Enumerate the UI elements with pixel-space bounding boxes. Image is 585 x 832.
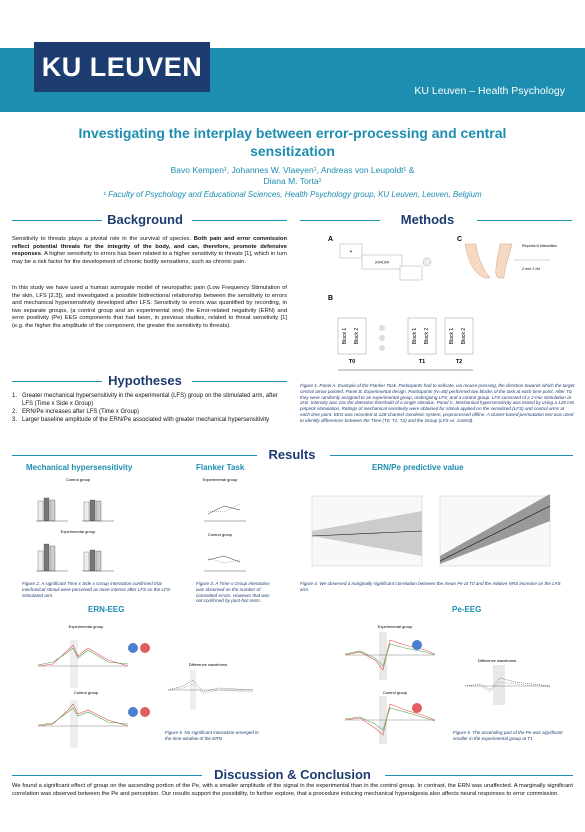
pinprick-text: Pinprick 8 intensities [522, 244, 557, 248]
discussion-rule-right [385, 775, 573, 776]
hypothesis-item: 3. Larger baseline amplitude of the ERN/P… [12, 417, 270, 423]
authors: Bavo Kempen¹, Johannes W. Vlaeyen¹, Andr… [60, 165, 525, 187]
pe-group-label: Experimental group [378, 624, 413, 629]
bg-p1-post: . A higher sensitivity to errors has bee… [12, 251, 287, 265]
hypotheses-list: 1. Greater mechanical hypersensitivity in… [12, 392, 287, 424]
mech-group-label: Experimental group [61, 529, 96, 534]
panel-a-label: A [328, 236, 333, 243]
figure-3-caption: Figure 3. A Time x Group interaction was… [196, 581, 270, 604]
flanker-sequence: + >><>> [339, 243, 432, 281]
discussion-title: Discussion & Conclusion [214, 767, 371, 782]
background-rule-right [192, 220, 287, 221]
flanker-plots: Experimental group Control group [203, 477, 246, 572]
scatter-right [439, 494, 551, 567]
top-bar [0, 0, 585, 48]
figure-5-caption-pe: Figure 5. The ascending part of the Pe w… [453, 730, 563, 741]
pe-difference-label: Difference waveforms [478, 658, 517, 663]
background-rule-left [12, 220, 102, 221]
ern-bottom-panel: Control group [37, 690, 150, 748]
hypothesis-text: ERN/Pe increases after LFS (Time x Group… [22, 409, 140, 415]
unit-name: KU Leuven – Health Psychology [414, 85, 565, 97]
background-paragraph-1: Sensitivity to threats plays a pivotal r… [12, 236, 287, 266]
hypothesis-text: Larger baseline amplitude of the ERN/Pe … [22, 417, 270, 423]
block-label: Block 1 [412, 328, 418, 345]
figure-4-caption: Figure 4. We observed a marginally signi… [300, 581, 561, 592]
mech-bar-charts: Control group Experimental group [36, 477, 114, 572]
figure-2-caption: Figure 2. A significant Time x Side x Gr… [22, 581, 172, 598]
panel-c-label: C [457, 236, 462, 243]
mech-chart-control [36, 497, 114, 522]
pe-group-label: Control group [383, 690, 408, 695]
hypotheses-rule-left [12, 381, 102, 382]
hypothesis-text: Greater mechanical hypersensitivity in t… [22, 393, 278, 407]
affiliation: ¹ Faculty of Psychology and Educational … [103, 190, 482, 199]
mech-chart-experimental [36, 543, 114, 572]
pe-bottom-panel: Control group [344, 690, 436, 744]
ern-difference-panel: Difference waveforms [167, 662, 254, 710]
time-label: T1 [419, 359, 425, 365]
ern-eeg-title: ERN-EEG [88, 605, 125, 614]
svg-text:+: + [350, 249, 353, 255]
pe-top-panel: Experimental group [344, 624, 436, 680]
authors-line-2: Diana M. Torta¹ [263, 176, 322, 186]
methods-title: Methods [400, 212, 455, 227]
flanker-title: Flanker Task [196, 463, 245, 472]
figure-1-caption: Figure 1. Panel A. Example of the Flanke… [300, 383, 575, 423]
bg-p1-pre: Sensitivity to threats plays a pivotal r… [12, 236, 194, 242]
erpe-scatter-plots [311, 494, 551, 567]
flanker-group-label: Experimental group [203, 477, 238, 482]
scatter-left [311, 495, 423, 567]
methods-rule-left [300, 220, 380, 221]
results-rule-left [12, 455, 257, 456]
block-label: Block 2 [461, 328, 467, 345]
ern-eeg-figure: Experimental group Control group Differe… [37, 624, 254, 748]
authors-line-1: Bavo Kempen¹, Johannes W. Vlaeyen¹, Andr… [170, 165, 415, 175]
ern-top-panel: Experimental group [37, 624, 150, 688]
block-label: Block 2 [354, 328, 360, 345]
flanker-group-label: Control group [208, 532, 233, 537]
design-blocks: Block 1 Block 2 Block 1 Block 2 Block 1 … [337, 317, 474, 371]
discussion-text: We found a significant effect of group o… [12, 783, 573, 797]
hypothesis-item: 2. ERN/Pe increases after LFS (Time x Gro… [12, 409, 140, 415]
discussion-rule-left [12, 775, 202, 776]
ern-group-label: Experimental group [69, 624, 104, 629]
hypotheses-rule-right [192, 381, 287, 382]
mech-title: Mechanical hypersensitivity [26, 463, 133, 472]
figure-5-caption-ern: Figure 5. No significant interaction eme… [165, 730, 259, 741]
ku-leuven-logo: KU LEUVEN [34, 42, 210, 92]
block-label: Block 2 [424, 328, 430, 345]
mech-group-label: Control group [66, 477, 91, 482]
hypothesis-item: 1. Greater mechanical hypersensitivity in… [12, 392, 287, 408]
pe-eeg-title: Pe-EEG [452, 605, 482, 614]
block-label: Block 1 [449, 328, 455, 345]
lfs-text: 2 min 2 Hz [522, 267, 540, 271]
block-label: Block 1 [342, 328, 348, 345]
bg-p1-bold: Both pain and error commission reflect p… [12, 236, 287, 258]
hypotheses-title: Hypotheses [108, 373, 182, 388]
background-title: Background [107, 212, 183, 227]
methods-rule-right [477, 220, 572, 221]
methods-figure: A B C + >><>> Pinprick 8 intensities 2 m… [328, 236, 557, 371]
arm-illustration: Pinprick 8 intensities 2 min 2 Hz [464, 243, 557, 279]
results-rule-right [330, 455, 573, 456]
time-label: T0 [349, 359, 355, 365]
poster-title: Investigating the interplay between erro… [78, 125, 507, 159]
results-title: Results [268, 447, 316, 462]
erpe-title: ERN/Pe predictive value [372, 463, 464, 472]
background-paragraph-2: In this study we have used a human surro… [12, 285, 287, 329]
ern-difference-label: Difference waveforms [189, 662, 228, 667]
pe-eeg-figure: Experimental group Control group Differe… [344, 624, 551, 744]
pe-difference-panel: Difference waveforms [464, 658, 551, 705]
panel-b-label: B [328, 295, 333, 302]
ern-group-label: Control group [74, 690, 99, 695]
flanker-arrows: >><>> [375, 260, 390, 266]
time-label: T2 [456, 359, 462, 365]
